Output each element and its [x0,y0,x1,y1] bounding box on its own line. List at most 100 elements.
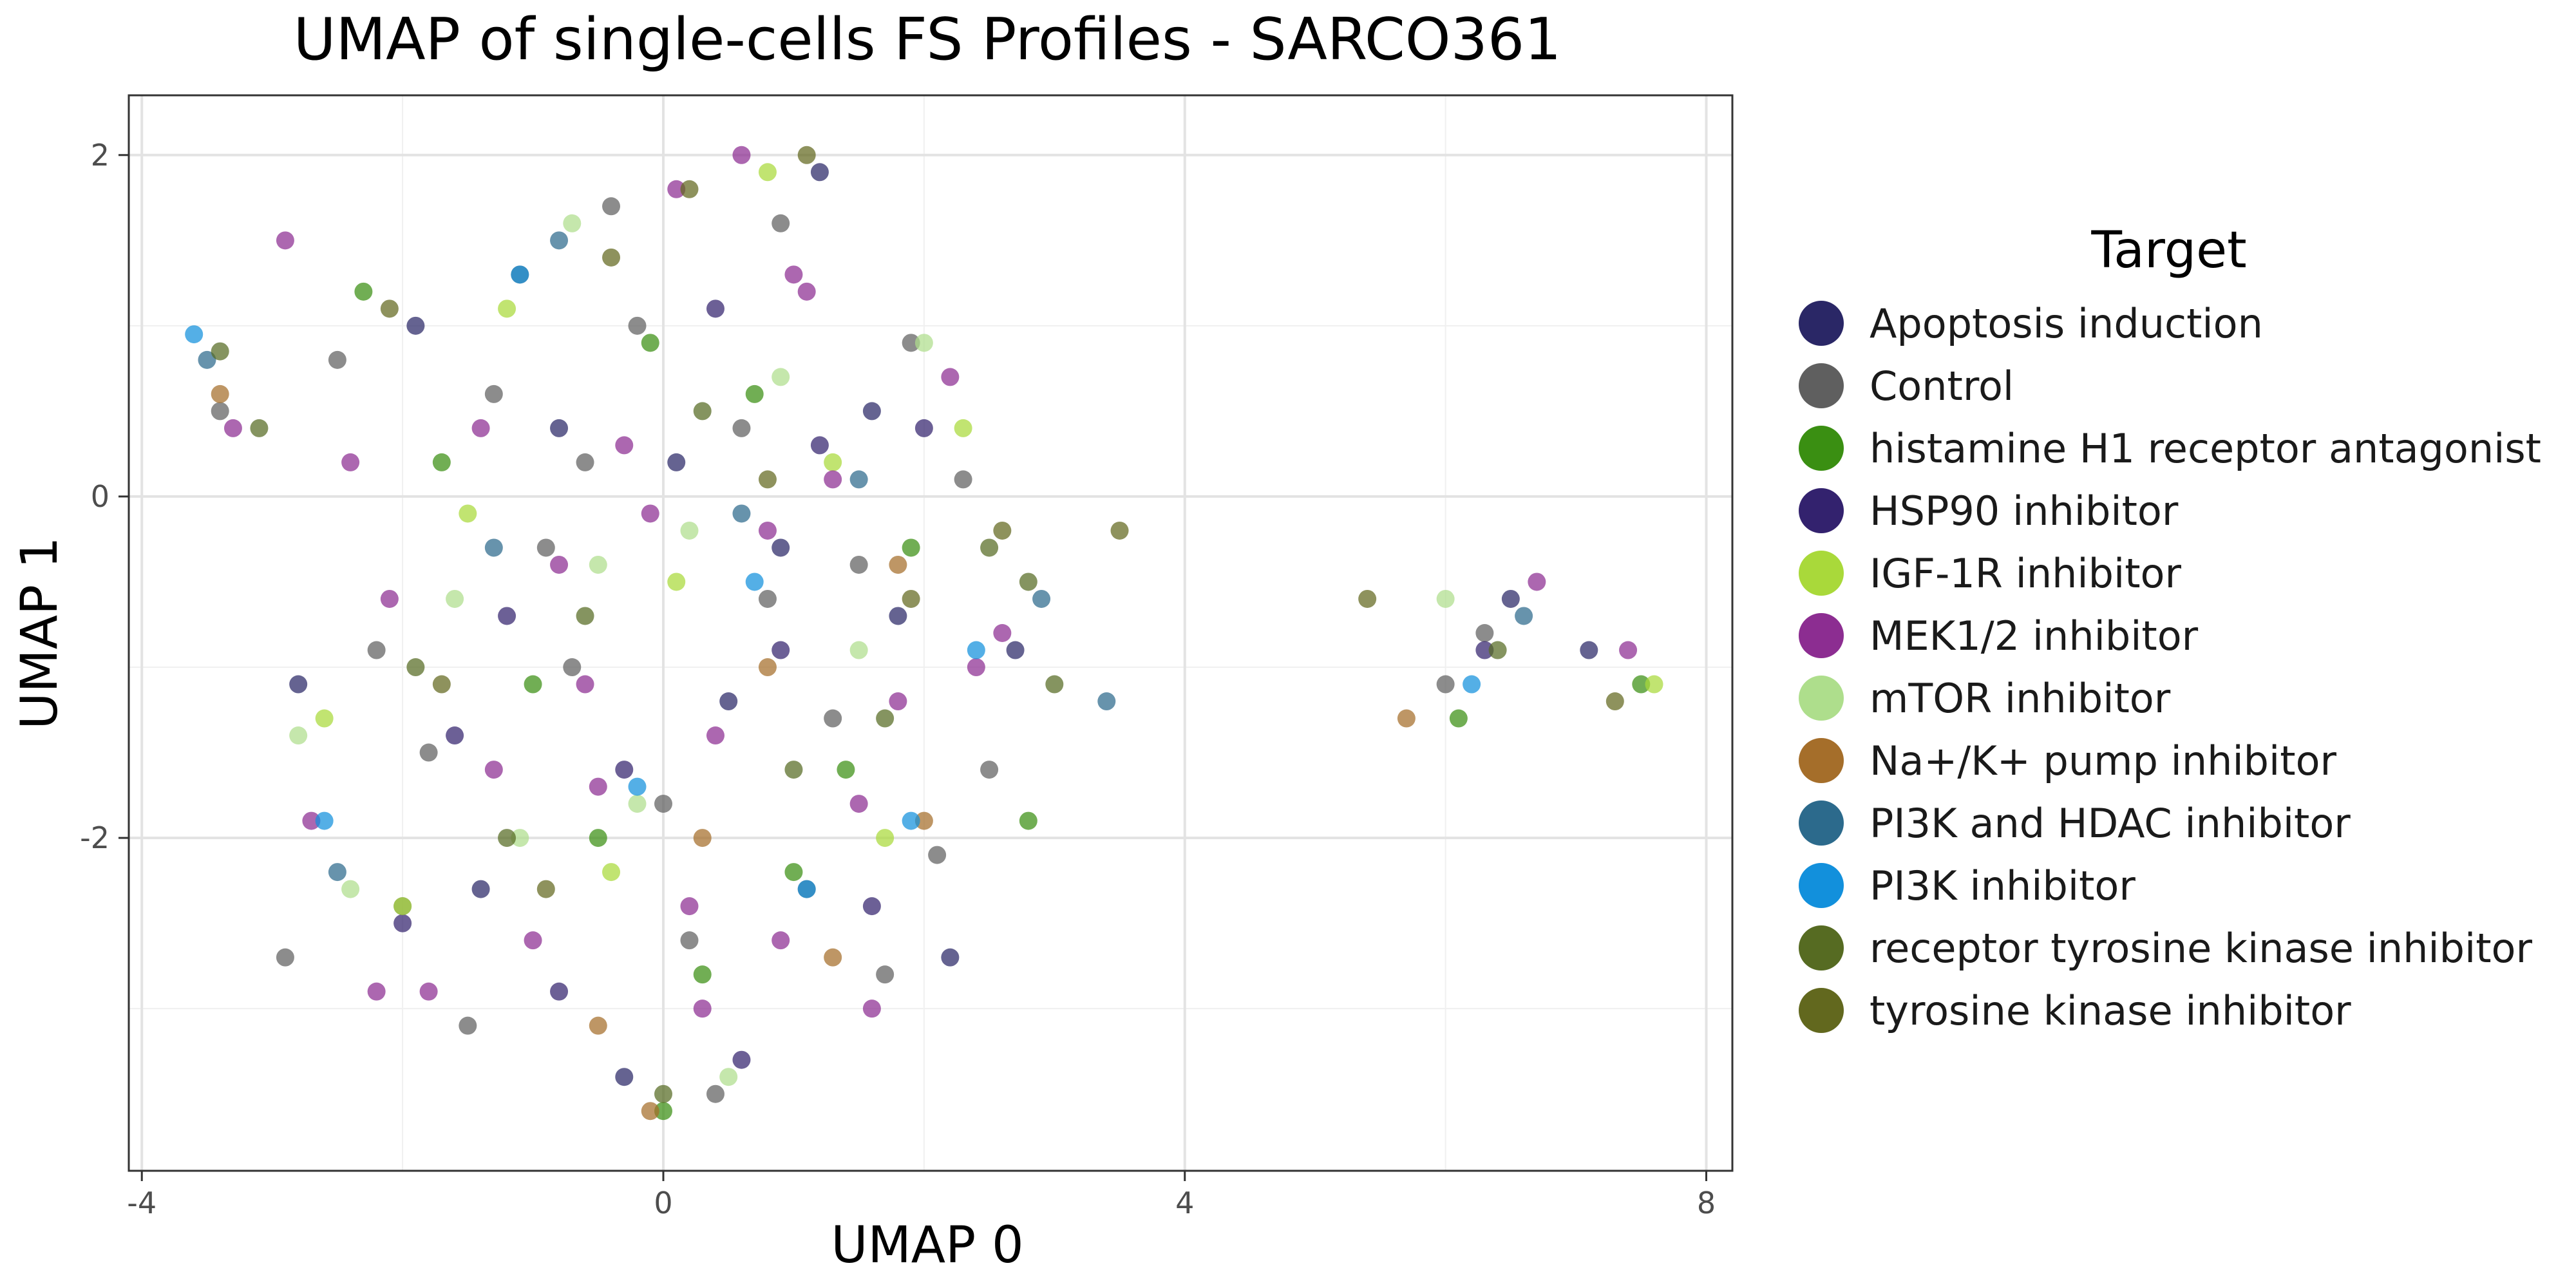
ticks-layer: -4 0 4 8 2 0 -2 [80,138,1716,1220]
data-point [615,761,634,779]
data-point [1019,811,1037,830]
data-point [250,419,269,437]
points-layer [185,146,1663,1121]
legend-label: MEK1/2 inhibitor [1870,612,2199,659]
data-point [693,999,712,1018]
data-point [354,282,373,301]
data-point [328,350,346,369]
x-tick-label: 4 [1175,1186,1194,1220]
legend-swatch [1799,613,1844,658]
data-point [680,897,699,916]
data-point [419,743,438,762]
data-point [758,163,777,182]
data-point [902,811,920,830]
data-point [198,350,216,369]
legend-swatch [1799,800,1844,846]
data-point [1580,641,1598,659]
legend-label: histamine H1 receptor antagonist [1870,425,2541,472]
data-point [772,641,790,659]
data-point [941,948,960,967]
data-point [498,299,516,318]
data-point [784,863,803,882]
legend-label: PI3K and HDAC inhibitor [1870,800,2351,847]
data-point [1358,589,1377,608]
legend-title: Target [2090,222,2246,279]
data-point [484,538,503,557]
data-point [993,624,1012,642]
data-point [576,453,594,471]
data-point [902,538,920,557]
data-point [641,504,659,523]
data-point [1110,521,1129,540]
data-point [563,658,582,677]
data-point [484,384,503,403]
data-point [784,265,803,284]
data-point [615,1068,634,1086]
data-point [211,402,229,421]
data-point [576,675,594,694]
legend-label: receptor tyrosine kinase inhibitor [1870,925,2532,972]
data-point [589,1016,607,1035]
data-point [628,795,647,813]
data-point [419,982,438,1001]
data-point [550,419,569,437]
data-point [889,607,907,625]
data-point [719,692,738,711]
data-point [315,811,334,830]
data-point [341,880,360,898]
legend-swatch [1799,676,1844,721]
y-tick-label: 0 [91,479,109,514]
legend-swatch [1799,551,1844,596]
y-tick-label: 2 [91,138,109,173]
legend-swatch [1799,363,1844,408]
data-point [1449,709,1468,728]
data-point [914,811,933,830]
data-point [406,316,425,335]
data-point [693,402,712,421]
data-point [289,726,308,745]
data-point [563,214,582,232]
data-point [185,325,204,344]
data-point [849,555,868,574]
data-point [471,880,490,898]
data-point [524,931,542,950]
data-point [902,589,920,608]
data-point [667,180,686,198]
data-point [797,880,816,898]
data-point [862,402,881,421]
data-point [810,436,829,455]
data-point [1488,641,1507,659]
data-point [928,846,947,864]
data-point [432,453,451,471]
data-point [615,436,634,455]
data-point [1515,607,1533,625]
data-point [406,658,425,677]
data-point [498,607,516,625]
data-point [849,641,868,659]
data-point [446,726,464,745]
data-point [1528,573,1546,591]
data-point [276,231,294,250]
data-point [524,675,542,694]
data-point [980,761,999,779]
data-point [576,607,594,625]
data-point [432,675,451,694]
data-point [1475,641,1494,659]
legend-label: Control [1870,363,2014,410]
data-point [589,829,607,848]
data-point [810,163,829,182]
data-point [550,231,569,250]
data-point [745,384,764,403]
data-point [980,538,999,557]
data-point [732,1050,751,1069]
data-point [954,470,972,489]
legend-swatch [1799,488,1844,533]
data-point [367,982,386,1001]
data-point [654,1084,672,1103]
data-point [941,368,960,386]
data-point [876,709,895,728]
data-point [1436,675,1455,694]
legend-swatch [1799,863,1844,908]
data-point [276,948,294,967]
